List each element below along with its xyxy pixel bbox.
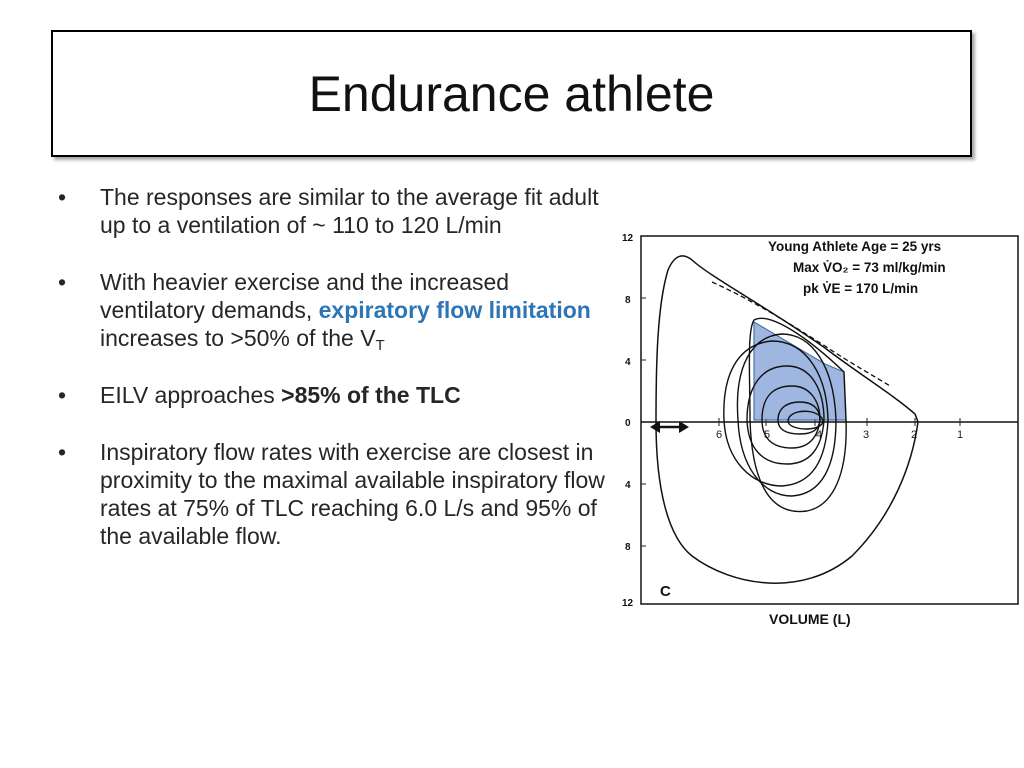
x-tick-label: 5: [764, 429, 770, 441]
flow-volume-figure: 12 8 4 0 4 8 12 6 5 4 3 2 1: [612, 226, 1022, 636]
x-tick-label: 6: [716, 429, 722, 441]
tidal-loop-7: [787, 410, 824, 430]
bullet-text-pre: EILV approaches: [100, 382, 282, 408]
legend-line-vo2: Max V̇O₂ = 73 ml/kg/min: [793, 260, 946, 275]
x-tick-label: 2: [911, 429, 917, 441]
title-box: Endurance athlete: [51, 30, 972, 157]
tidal-loop-6: [777, 401, 821, 435]
bullet-text-post: increases to >50% of the V: [100, 325, 376, 351]
y-tick-marks: [641, 235, 646, 605]
double-headed-arrow-icon: [650, 421, 689, 433]
x-tick-label: 1: [957, 429, 963, 441]
bullet-item: • The responses are similar to the avera…: [58, 183, 618, 239]
legend-line-age: Young Athlete Age = 25 yrs: [768, 239, 941, 254]
tidal-loop-1: [748, 317, 847, 513]
bullet-subscript: T: [375, 337, 385, 354]
x-tick-label: 4: [816, 429, 822, 441]
bullet-bold: >85% of the TLC: [281, 382, 461, 408]
y-tick-label: 8: [625, 295, 631, 306]
tidal-loops: [723, 317, 847, 513]
dashed-envelope-line: [711, 281, 891, 387]
x-tick-label: 3: [863, 429, 869, 441]
bullet-marker: •: [58, 269, 67, 295]
tidal-loop-2: [736, 333, 837, 497]
y-tick-label: 4: [625, 357, 631, 368]
bullet-highlight: expiratory flow limitation: [318, 297, 591, 323]
bullet-marker: •: [58, 439, 67, 465]
y-tick-label: 0: [625, 418, 631, 429]
bullet-text-pre: With heavier exercise and the increased …: [100, 269, 510, 323]
bullet-list: • The responses are similar to the avera…: [58, 183, 618, 579]
bullet-marker: •: [58, 184, 67, 210]
slide-title: Endurance athlete: [308, 65, 715, 122]
bullet-text: Inspiratory flow rates with exercise are…: [100, 439, 605, 549]
maximal-flow-envelope: [655, 255, 919, 584]
bullet-item: • Inspiratory flow rates with exercise a…: [58, 438, 618, 550]
x-axis-title: VOLUME (L): [769, 611, 851, 627]
bullet-text: The responses are similar to the average…: [100, 184, 599, 238]
y-tick-label: 12: [622, 233, 634, 244]
y-tick-label: 12: [622, 598, 634, 609]
plot-frame: [640, 235, 1019, 605]
panel-label: C: [660, 583, 671, 600]
flow-volume-chart: 12 8 4 0 4 8 12 6 5 4 3 2 1: [622, 233, 1019, 627]
bullet-item: • With heavier exercise and the increase…: [58, 268, 618, 354]
y-tick-label: 4: [625, 480, 631, 491]
legend-line-ve: pk V̇E = 170 L/min: [803, 281, 918, 296]
bullet-marker: •: [58, 382, 67, 408]
tidal-loop-4: [746, 365, 825, 465]
tidal-loop-3: [723, 340, 829, 487]
bullet-item: • EILV approaches >85% of the TLC: [58, 381, 618, 409]
y-tick-label: 8: [625, 542, 631, 553]
